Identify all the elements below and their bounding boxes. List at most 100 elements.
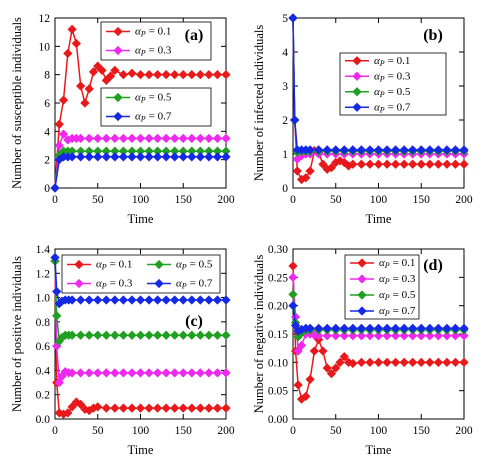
data-point bbox=[110, 152, 120, 162]
panel-label: (c) bbox=[185, 313, 203, 330]
data-point bbox=[301, 173, 311, 183]
data-point bbox=[373, 159, 384, 169]
panel-label: (a) bbox=[185, 27, 204, 44]
data-point bbox=[459, 159, 469, 169]
data-point bbox=[152, 368, 163, 378]
data-point bbox=[204, 368, 214, 378]
data-point bbox=[221, 295, 231, 305]
data-point bbox=[93, 368, 103, 378]
x-tick-label: 150 bbox=[413, 425, 431, 437]
data-point bbox=[450, 357, 461, 367]
data-point bbox=[152, 295, 163, 305]
data-point bbox=[187, 403, 197, 413]
x-tick-label: 50 bbox=[92, 194, 104, 206]
series-line-0 bbox=[50, 256, 231, 419]
data-point bbox=[356, 357, 367, 367]
legend-label: αP = 0.1 bbox=[374, 54, 410, 67]
y-tick-label: 0.25 bbox=[268, 272, 288, 284]
legend-swatch-marker bbox=[352, 56, 362, 66]
data-point bbox=[314, 145, 324, 155]
x-tick-label: 100 bbox=[370, 425, 388, 437]
data-point bbox=[309, 346, 319, 356]
data-point bbox=[152, 403, 163, 413]
data-point bbox=[76, 330, 86, 340]
data-point bbox=[221, 133, 231, 144]
data-point bbox=[339, 157, 349, 168]
data-point bbox=[425, 145, 435, 155]
y-tick-label: 1.0 bbox=[36, 293, 51, 305]
series-line-3 bbox=[50, 252, 231, 309]
data-point bbox=[67, 24, 77, 34]
legend-swatch-marker bbox=[357, 274, 367, 284]
series-line-0 bbox=[288, 261, 469, 404]
data-point bbox=[322, 331, 332, 341]
data-point bbox=[187, 330, 197, 340]
data-point bbox=[204, 152, 214, 162]
y-tick-label: 0.4 bbox=[36, 365, 51, 377]
data-point bbox=[101, 368, 111, 378]
data-point bbox=[187, 70, 197, 80]
data-point bbox=[178, 330, 188, 340]
data-point bbox=[170, 403, 180, 413]
legend-label: αP = 0.7 bbox=[176, 277, 213, 290]
data-point bbox=[365, 331, 375, 341]
data-point bbox=[178, 295, 188, 305]
legend-swatch-marker bbox=[113, 92, 123, 103]
data-point bbox=[195, 70, 205, 80]
data-point bbox=[67, 402, 77, 412]
data-point bbox=[408, 357, 418, 367]
y-tick-label: 5 bbox=[282, 13, 288, 25]
y-axis-title: Number of susceptible individuals bbox=[10, 17, 24, 189]
data-point bbox=[399, 357, 409, 367]
data-point bbox=[416, 331, 426, 341]
y-tick-label: 4 bbox=[282, 47, 288, 59]
data-point bbox=[101, 133, 111, 144]
data-point bbox=[459, 145, 469, 155]
y-tick-label: 0.30 bbox=[268, 244, 288, 256]
data-point bbox=[144, 330, 154, 340]
data-point bbox=[144, 152, 154, 162]
data-point bbox=[161, 295, 171, 305]
data-point bbox=[170, 330, 180, 340]
data-point bbox=[84, 84, 94, 94]
legend-label: αP = 0.3 bbox=[135, 44, 172, 57]
y-tick-label: 0.20 bbox=[268, 301, 288, 313]
x-tick-label: 0 bbox=[290, 194, 296, 206]
data-point bbox=[187, 368, 197, 378]
data-point bbox=[290, 115, 300, 125]
series-line-2 bbox=[50, 256, 231, 346]
legend-swatch-marker bbox=[357, 306, 367, 316]
data-point bbox=[339, 145, 349, 155]
data-point bbox=[127, 152, 137, 162]
series-line-0 bbox=[50, 24, 231, 193]
data-point bbox=[118, 152, 129, 162]
data-point bbox=[221, 330, 231, 340]
data-point bbox=[187, 295, 197, 305]
legend-label: αP = 0.5 bbox=[374, 85, 411, 98]
data-point bbox=[118, 330, 129, 340]
x-axis-title: Time bbox=[366, 443, 392, 457]
data-point bbox=[399, 331, 409, 341]
y-tick-label: 0 bbox=[282, 183, 288, 195]
data-point bbox=[170, 295, 180, 305]
x-tick-label: 200 bbox=[217, 425, 235, 437]
data-point bbox=[331, 331, 341, 341]
data-point bbox=[450, 159, 461, 169]
data-point bbox=[314, 323, 324, 333]
data-point bbox=[76, 81, 86, 91]
data-point bbox=[58, 129, 69, 139]
legend-0: αP = 0.1 αP = 0.3 bbox=[100, 21, 212, 61]
data-point bbox=[442, 159, 452, 169]
data-point bbox=[425, 357, 435, 367]
data-point bbox=[348, 323, 358, 333]
data-point bbox=[348, 358, 358, 369]
data-point bbox=[127, 68, 137, 78]
legend-swatch-marker bbox=[154, 259, 164, 270]
data-point bbox=[101, 152, 111, 162]
x-axis-title: Time bbox=[128, 212, 154, 226]
data-point bbox=[331, 323, 341, 333]
data-point bbox=[408, 159, 418, 169]
series-line-1 bbox=[50, 256, 231, 388]
data-point bbox=[433, 323, 443, 333]
